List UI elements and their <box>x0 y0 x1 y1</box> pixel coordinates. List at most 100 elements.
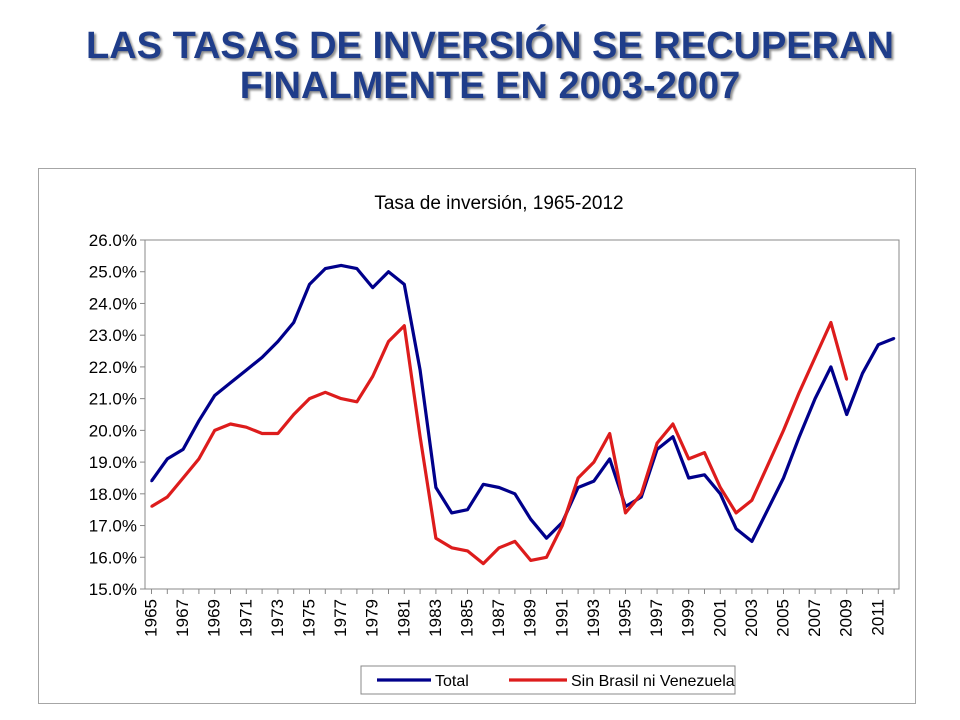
data-point <box>750 498 754 502</box>
data-point <box>687 457 690 461</box>
x-tick-label: 1973 <box>268 599 287 637</box>
data-point <box>545 556 548 559</box>
data-point <box>813 397 817 400</box>
data-point <box>703 473 706 476</box>
data-point <box>576 476 580 480</box>
data-point <box>213 394 216 397</box>
data-point <box>450 546 453 549</box>
y-tick-label: 25.0% <box>89 263 137 282</box>
data-point <box>671 435 675 438</box>
data-point <box>276 340 280 343</box>
data-point <box>245 368 248 372</box>
x-tick-label: 1991 <box>552 599 571 637</box>
data-point <box>687 476 690 480</box>
data-point <box>719 486 722 489</box>
x-tick-label: 2011 <box>868 599 887 636</box>
data-point <box>387 270 390 273</box>
data-point <box>782 476 785 480</box>
data-point <box>403 283 406 286</box>
slide-title-line-1: LAS TASAS DE INVERSIÓN SE RECUPERAN <box>86 25 894 67</box>
data-point <box>782 429 785 432</box>
y-tick-label: 16.0% <box>89 548 137 567</box>
y-tick-label: 17.0% <box>89 517 137 536</box>
data-point <box>892 337 896 340</box>
data-point <box>608 457 611 461</box>
data-point <box>624 511 627 515</box>
data-point <box>339 264 343 267</box>
data-point <box>181 448 185 451</box>
y-tick-label: 18.0% <box>89 485 137 504</box>
data-point <box>324 267 327 270</box>
data-point <box>150 479 153 483</box>
data-point <box>497 486 501 489</box>
x-tick-label: 1975 <box>300 599 319 637</box>
x-tick-label: 1993 <box>584 599 603 637</box>
x-tick-label: 1995 <box>616 599 635 637</box>
data-point <box>655 441 659 445</box>
line-chart: Tasa de inversión, 1965-2012 15.0% 16.0% 1… <box>89 193 900 695</box>
data-point <box>355 400 359 404</box>
data-point <box>324 391 327 394</box>
y-tick-label: 20.0% <box>89 421 137 440</box>
data-point <box>734 511 738 515</box>
data-point <box>229 381 232 384</box>
data-point <box>497 546 501 549</box>
y-tick-label: 24.0% <box>89 294 137 313</box>
data-point <box>640 492 643 496</box>
data-point <box>292 321 295 324</box>
data-point <box>766 508 769 511</box>
x-tick-label: 1981 <box>394 599 413 637</box>
data-point <box>750 540 754 543</box>
y-tick-label: 22.0% <box>89 358 137 377</box>
x-tick-label: 2007 <box>805 599 824 637</box>
y-tick-label: 15.0% <box>89 580 137 599</box>
data-point <box>371 286 374 289</box>
data-point <box>592 479 596 483</box>
x-tick-label: 1965 <box>142 599 161 637</box>
data-point <box>719 492 722 496</box>
data-point <box>845 378 848 381</box>
data-point <box>877 343 880 346</box>
x-tick-label: 1971 <box>236 599 255 637</box>
data-point <box>798 435 801 438</box>
data-point <box>671 422 675 426</box>
chart-title: Tasa de inversión, 1965-2012 <box>374 193 623 214</box>
series-line-total <box>150 263 895 543</box>
data-point <box>403 324 406 327</box>
data-point <box>387 340 390 343</box>
data-point <box>371 375 374 378</box>
data-point <box>260 356 264 359</box>
x-tick-label: 2009 <box>837 599 856 637</box>
data-point <box>166 495 169 499</box>
data-point <box>466 549 469 553</box>
data-point <box>529 559 532 562</box>
x-tick-label: 1969 <box>205 599 224 637</box>
data-point <box>829 365 833 369</box>
legend-label: Total <box>435 673 469 690</box>
data-point <box>245 425 248 429</box>
data-point <box>213 429 216 432</box>
x-tick-label: 2003 <box>742 599 761 637</box>
y-tick-label: 19.0% <box>89 453 137 472</box>
data-point <box>798 391 801 394</box>
x-tick-label: 2001 <box>710 599 729 637</box>
data-point <box>592 460 596 464</box>
data-point <box>482 483 485 486</box>
x-tick-label: 1989 <box>521 599 540 637</box>
data-point <box>766 464 769 467</box>
x-tick-label: 1979 <box>363 599 382 637</box>
slide-title: LAS TASAS DE INVERSIÓN SE RECUPERAN FINA… <box>20 26 960 106</box>
chart-frame: Tasa de inversión, 1965-2012 15.0% 16.0% 1… <box>38 168 916 704</box>
y-tick-label: 26.0% <box>89 231 137 250</box>
data-point <box>734 527 738 530</box>
data-point <box>197 419 201 423</box>
x-tick-label: 1977 <box>331 599 350 637</box>
data-point <box>482 562 485 565</box>
x-tick-label: 1967 <box>173 599 192 637</box>
data-point <box>450 511 453 515</box>
data-point <box>561 524 564 527</box>
x-tick-label: 1997 <box>647 599 666 637</box>
data-point <box>308 283 311 286</box>
data-point <box>861 372 864 375</box>
data-point <box>545 537 548 540</box>
